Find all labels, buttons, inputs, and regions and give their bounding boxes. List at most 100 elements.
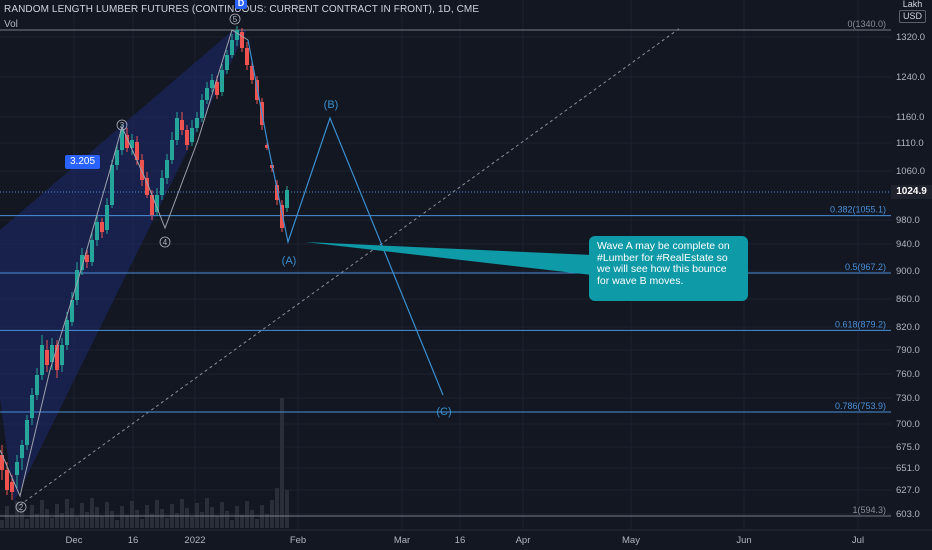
candle xyxy=(145,172,149,198)
price-tick-label: 1240.0 xyxy=(896,72,925,83)
volume-bar xyxy=(285,490,289,528)
volume-bar xyxy=(235,506,239,528)
volume-bar xyxy=(120,506,124,528)
candle xyxy=(10,475,14,500)
candle xyxy=(225,50,229,74)
volume-bar xyxy=(225,511,229,528)
volume-bar xyxy=(230,520,234,528)
candle xyxy=(275,180,279,205)
annotation-note[interactable]: Wave A may be complete on #Lumber for #R… xyxy=(589,236,748,301)
volume-bar xyxy=(60,513,64,528)
candle xyxy=(100,218,104,238)
grid-lines xyxy=(0,0,891,530)
volume-bar xyxy=(100,516,104,528)
volume-bar xyxy=(165,518,169,528)
svg-text:5: 5 xyxy=(233,15,238,24)
fib-retracement: 0(1340.0) 0.382(1055.1) 0.5(967.2) 0.618(87… xyxy=(0,19,891,517)
volume-bar xyxy=(50,518,54,528)
volume-bar xyxy=(205,498,209,528)
price-tick-label: 1160.0 xyxy=(896,112,924,123)
volume-bar xyxy=(125,515,129,528)
time-tick-label: 16 xyxy=(455,535,466,546)
volume-bar xyxy=(190,517,194,528)
price-axis-bg xyxy=(891,0,932,530)
currency-top: Lakh xyxy=(902,0,923,9)
volume-bar xyxy=(25,519,29,528)
time-tick-label: Feb xyxy=(290,535,306,546)
price-tick-label: 627.0 xyxy=(896,485,920,496)
price-tick-label: 730.0 xyxy=(896,393,920,404)
candle xyxy=(110,160,114,208)
candle xyxy=(190,120,194,146)
volume-bar xyxy=(85,512,89,528)
trend-dotted-line xyxy=(19,27,681,506)
impulse-wave-line xyxy=(0,29,249,498)
fib-level-label: 1(594.3) xyxy=(852,505,886,515)
price-tick-label: 651.0 xyxy=(896,463,920,474)
volume-bar xyxy=(200,512,204,528)
volume-bar xyxy=(270,500,274,528)
price-tick-label: 603.0 xyxy=(896,509,920,520)
candle xyxy=(65,312,69,350)
candle xyxy=(160,170,164,200)
wave-badge: 3.205 xyxy=(65,155,100,169)
price-tick-label: 700.0 xyxy=(896,419,920,430)
volume-bar xyxy=(140,519,144,528)
fib-level-label: 0.618(879.2) xyxy=(835,319,886,329)
volume-bar xyxy=(180,499,184,528)
fib-level-label: 0.786(753.9) xyxy=(835,401,886,411)
candle xyxy=(25,415,29,450)
volume-label: Vol xyxy=(4,19,18,30)
candle xyxy=(60,338,64,372)
candle xyxy=(95,215,99,246)
impulse-wave-label: 2 xyxy=(15,501,27,513)
candle xyxy=(185,125,189,150)
corrective-wave-label: (B) xyxy=(324,99,339,111)
time-tick-label: Jul xyxy=(852,535,864,546)
volume-bar xyxy=(0,520,4,528)
candle xyxy=(130,134,134,155)
volume-bar xyxy=(5,506,9,528)
price-tick-label: 860.0 xyxy=(896,294,920,305)
candle xyxy=(265,143,269,150)
currency-unit: USD xyxy=(898,10,926,23)
time-tick-label: 16 xyxy=(128,535,139,546)
impulse-wave-label: 3 xyxy=(116,119,128,131)
corrective-wave-label: (A) xyxy=(282,255,297,267)
candle xyxy=(115,145,119,170)
candle xyxy=(0,445,4,480)
volume-bar xyxy=(70,508,74,528)
volume-bar xyxy=(275,488,279,528)
impulse-wave-label: 4 xyxy=(159,236,171,248)
candle xyxy=(180,112,184,135)
currency-selector[interactable]: Lakh USD xyxy=(898,0,926,23)
volume-bar xyxy=(95,507,99,528)
price-tick-label: 790.0 xyxy=(896,345,920,356)
candle xyxy=(230,34,234,58)
volume-bar xyxy=(220,502,224,528)
volume-bar xyxy=(265,514,269,528)
volume-bar xyxy=(150,514,154,528)
time-tick-label: Mar xyxy=(394,535,410,546)
impulse-wave-label: 5 xyxy=(229,13,241,25)
volume-bar xyxy=(210,507,214,528)
volume-bar xyxy=(10,515,14,528)
volume-bar xyxy=(45,509,49,528)
candle xyxy=(125,128,129,152)
last-price-tag: 1024.9 xyxy=(891,185,932,199)
volume-bar xyxy=(20,510,24,528)
candle xyxy=(210,74,214,92)
candle xyxy=(235,26,239,46)
chart-title: RANDOM LENGTH LUMBER FUTURES (CONTINUOUS… xyxy=(4,4,480,15)
volume-bar xyxy=(245,501,249,528)
time-tick-label: Jun xyxy=(736,535,751,546)
event-marker[interactable]: D xyxy=(235,0,247,9)
volume-bar xyxy=(105,502,109,528)
price-tick-label: 820.0 xyxy=(896,322,920,333)
svg-text:2: 2 xyxy=(19,503,24,512)
time-axis: Dec 16 2022 Feb Mar 16 Apr May Jun Jul xyxy=(0,529,932,546)
price-tick-label: 675.0 xyxy=(896,442,920,453)
candle xyxy=(80,248,84,275)
volume-bar xyxy=(240,515,244,528)
